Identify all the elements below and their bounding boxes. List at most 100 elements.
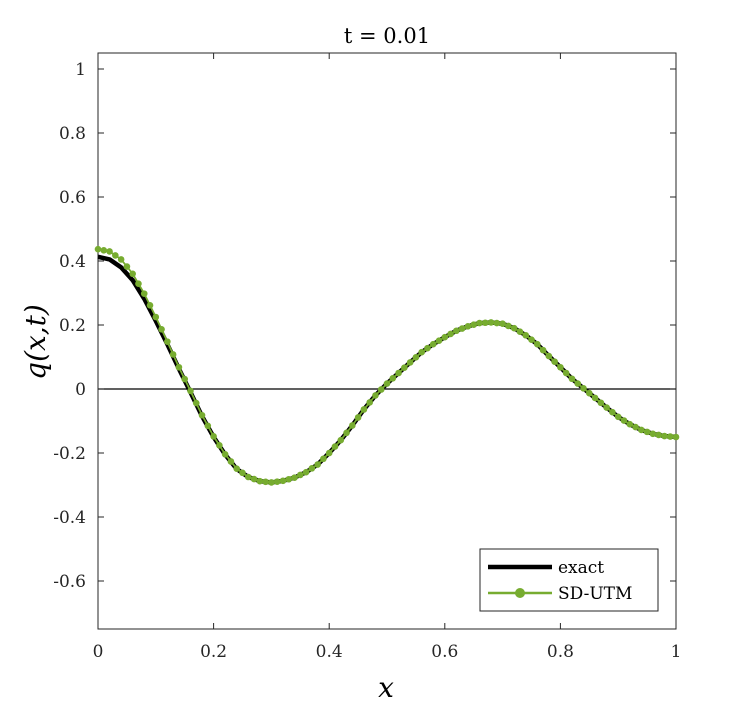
sd-utm-point: [395, 369, 402, 377]
sd-utm-point: [597, 399, 605, 407]
y-axis-label: q(x,t): [19, 304, 52, 380]
sd-utm-point: [169, 351, 177, 358]
series-group: [94, 245, 680, 486]
sd-utm-point: [499, 320, 506, 328]
sd-utm-point: [441, 333, 449, 341]
sd-utm-point: [187, 387, 194, 395]
sd-utm-point: [129, 270, 136, 278]
sd-utm-point: [620, 417, 628, 424]
sd-utm-point: [279, 477, 287, 485]
plot-frame: [97, 52, 677, 630]
sd-utm-point: [164, 338, 171, 345]
y-tick-label: 1: [75, 60, 86, 80]
sd-utm-point: [181, 375, 188, 383]
sd-utm-point: [106, 248, 113, 255]
sd-utm-point: [626, 420, 634, 428]
sd-utm-point: [401, 364, 408, 372]
sd-utm-point: [661, 432, 668, 440]
sd-utm-point: [314, 461, 321, 468]
sd-utm-point: [204, 422, 212, 430]
sd-utm-point: [349, 422, 356, 429]
sd-utm-point: [192, 399, 200, 407]
sd-utm-point: [366, 399, 373, 406]
sd-utm-point: [140, 290, 148, 297]
sd-utm-point: [435, 337, 443, 344]
sd-utm-point: [146, 302, 154, 309]
sd-utm-point: [562, 369, 570, 377]
sd-utm-point: [539, 346, 547, 354]
sd-utm-point: [377, 386, 385, 393]
x-tick-label: 0.2: [200, 642, 227, 662]
sd-utm-point: [210, 433, 217, 440]
y-tick-label: -0.2: [53, 444, 86, 464]
sd-utm-point: [429, 340, 437, 348]
sd-utm-point: [308, 465, 316, 472]
sd-utm-point: [424, 344, 431, 352]
sd-utm-point: [233, 465, 241, 472]
x-tick-label: 0: [93, 642, 104, 662]
sd-utm-point: [574, 380, 582, 387]
sd-utm-point: [672, 433, 680, 441]
sd-utm-point: [135, 280, 142, 288]
sd-utm-point: [297, 471, 304, 479]
sd-utm-point: [112, 252, 119, 259]
sd-utm-point: [273, 478, 281, 485]
sd-utm-point: [412, 354, 420, 361]
sd-utm-point: [360, 406, 368, 413]
sd-utm-point: [580, 385, 587, 392]
sd-utm-point: [389, 374, 397, 382]
sd-utm-point: [354, 414, 362, 421]
y-tick-label: 0.4: [59, 252, 86, 272]
x-axis-label: x: [378, 671, 394, 704]
sd-utm-point: [551, 358, 558, 365]
sd-utm-point: [256, 477, 264, 485]
sd-utm-point: [152, 313, 160, 321]
sd-utm-point: [666, 433, 674, 440]
sd-utm-point: [453, 327, 460, 335]
chart-title: t = 0.01: [344, 24, 430, 48]
sd-utm-point: [614, 413, 622, 421]
sd-utm-point: [383, 380, 391, 387]
x-tick-label: 1: [671, 642, 682, 662]
sd-utm-point: [418, 348, 425, 356]
sd-utm-point: [291, 474, 298, 481]
sd-utm-point: [244, 473, 252, 481]
legend-label-exact: exact: [558, 558, 604, 578]
sd-utm-point: [522, 331, 530, 339]
sd-utm-point: [250, 475, 258, 483]
sd-utm-point: [458, 325, 466, 332]
sd-utm-point: [372, 392, 379, 399]
legend-box: [479, 548, 659, 612]
y-tick-label: 0.2: [59, 316, 86, 336]
sd-utm-point: [533, 340, 541, 348]
sd-utm-point: [481, 319, 489, 327]
sd-utm-point: [337, 436, 345, 444]
sd-utm-point: [586, 389, 593, 397]
sd-utm-point: [227, 458, 235, 465]
y-tick-label: -0.4: [53, 508, 86, 528]
sd-utm-point: [643, 428, 651, 436]
sd-utm-point: [609, 408, 616, 416]
sd-utm-point: [505, 322, 512, 330]
sd-utm-point: [239, 469, 246, 477]
sd-utm-point: [470, 321, 478, 328]
sd-utm-point: [343, 429, 350, 437]
sd-utm-point: [221, 450, 229, 458]
plot-area: [97, 52, 677, 630]
sd-utm-point: [285, 475, 293, 483]
x-tick-label: 0.8: [547, 642, 574, 662]
y-tick-label: 0.8: [59, 124, 86, 144]
sd-utm-point: [320, 455, 327, 463]
sd-utm-point: [603, 404, 610, 411]
sd-utm-point: [487, 319, 495, 326]
sd-utm-point: [447, 330, 454, 338]
sd-utm-point: [649, 430, 657, 438]
sd-utm-point: [268, 479, 275, 486]
sd-utm-point: [476, 319, 483, 327]
sd-utm-point: [123, 263, 131, 270]
sd-utm-point: [302, 468, 310, 476]
sd-utm-point: [568, 375, 576, 383]
sd-utm-point: [216, 442, 223, 449]
sd-utm-point: [591, 394, 599, 402]
sd-utm-point: [94, 245, 102, 253]
